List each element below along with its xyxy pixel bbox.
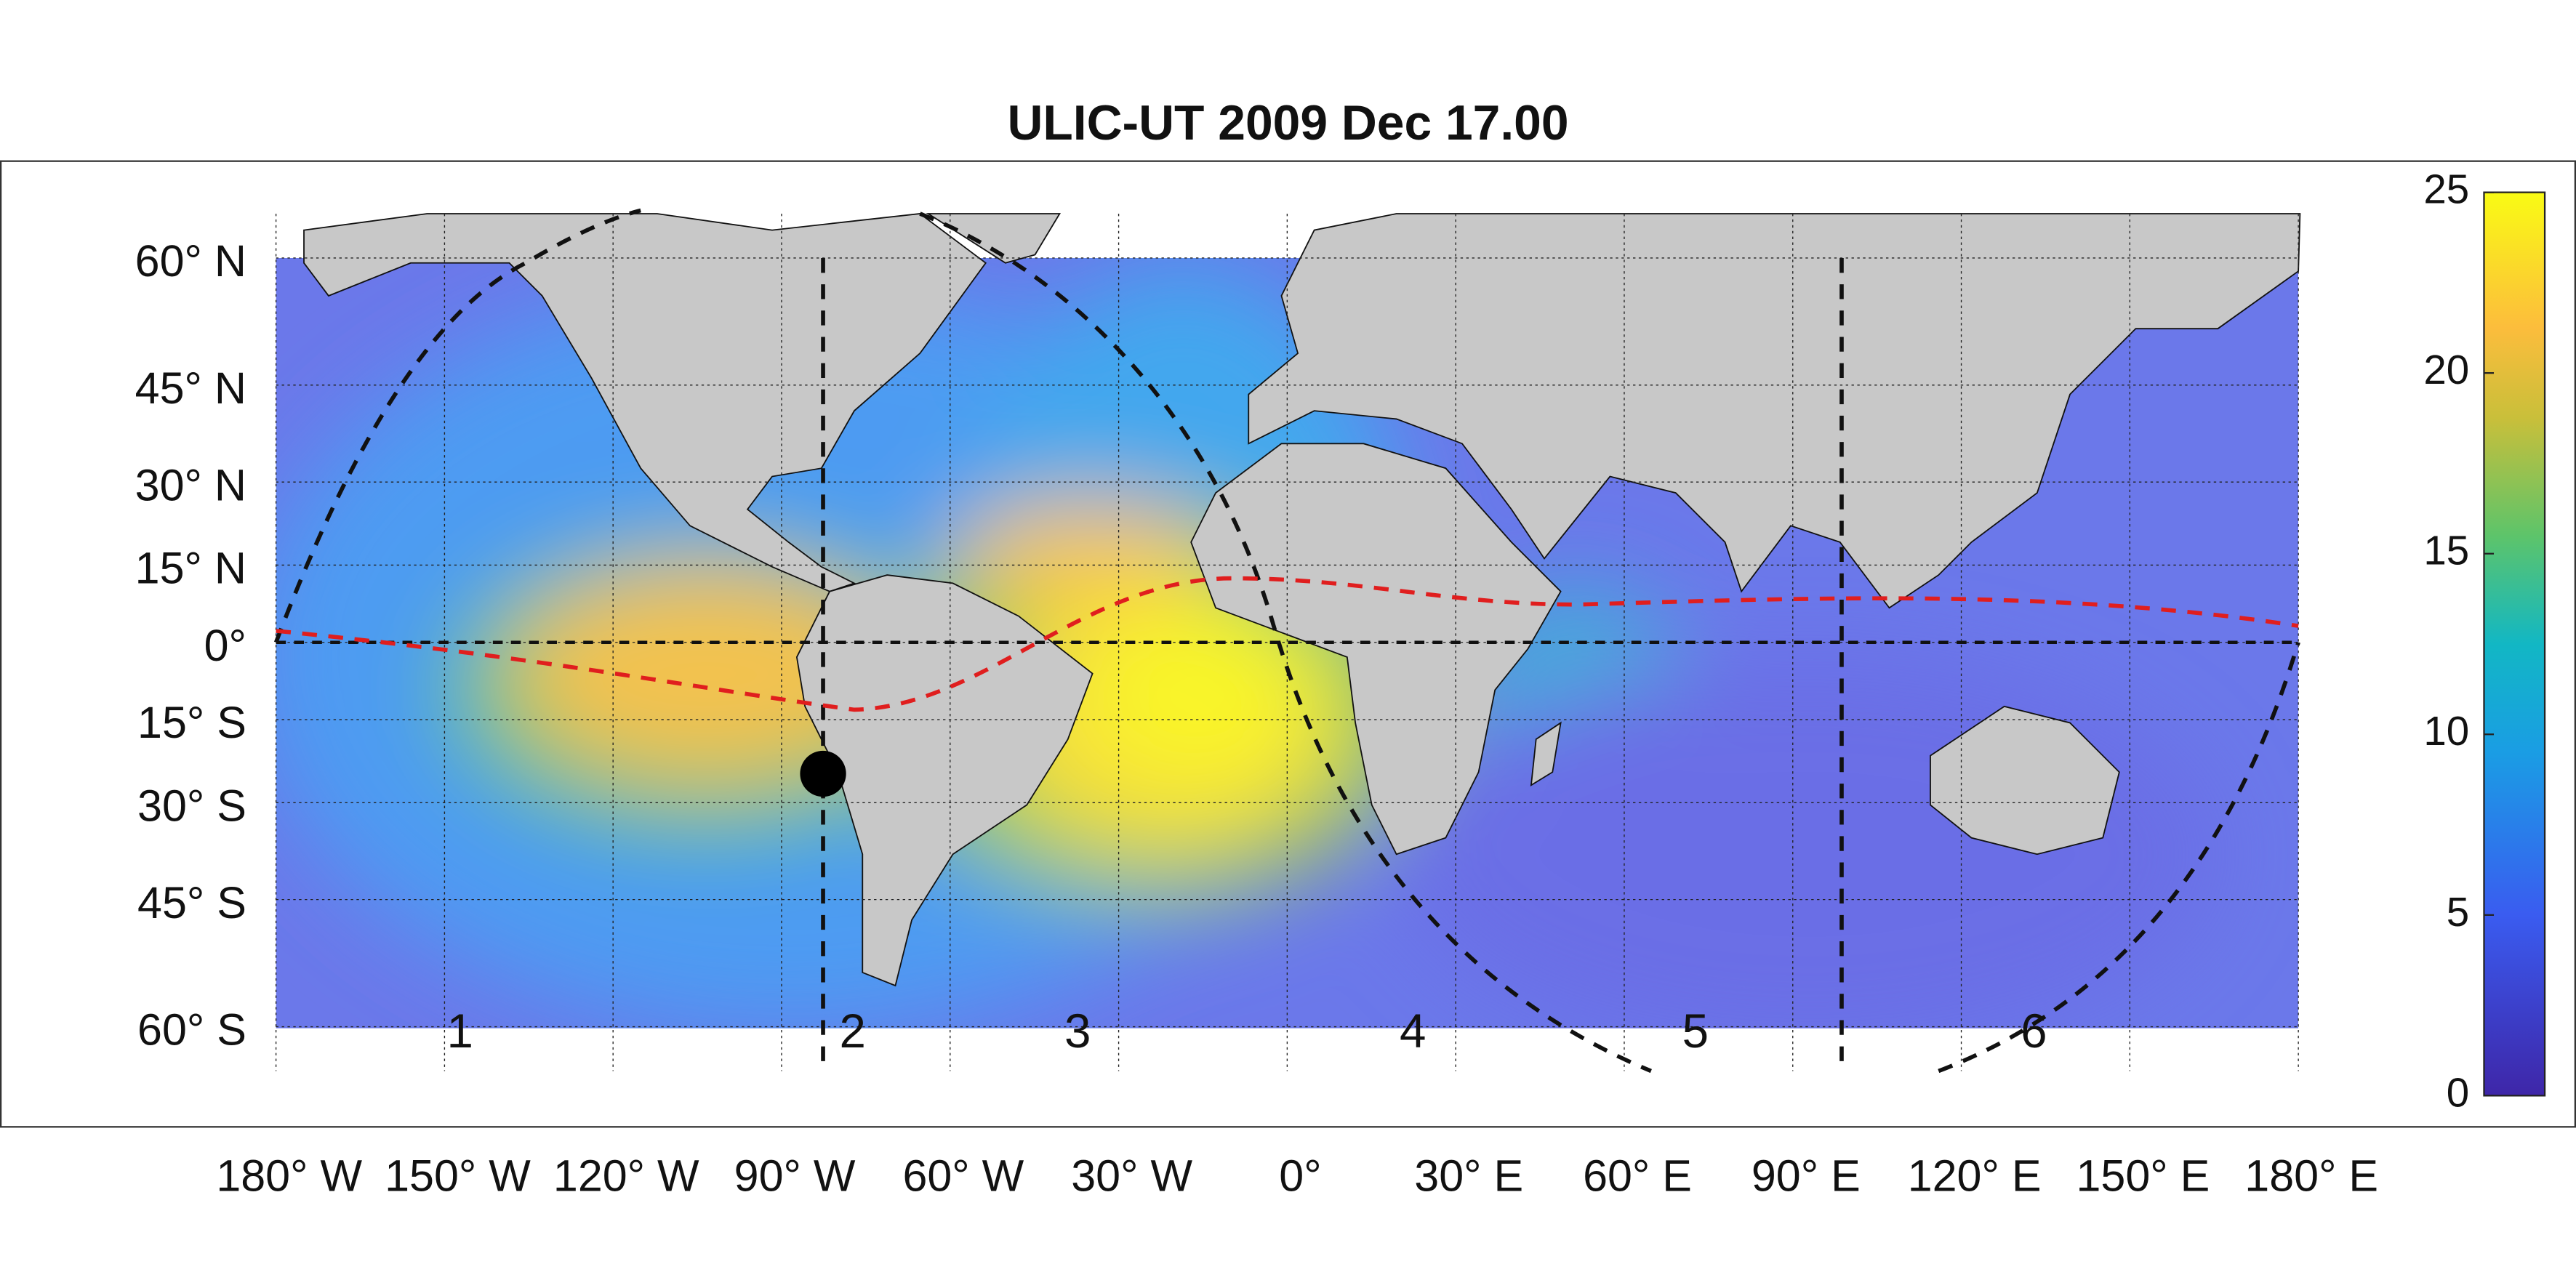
land — [303, 213, 2301, 987]
colorbar-tick-label: 0 — [2447, 1069, 2469, 1115]
region-label: 3 — [1064, 1005, 1091, 1058]
longitude-label: 60° W — [902, 1151, 1024, 1201]
longitude-label: 120° W — [553, 1151, 699, 1201]
region-label: 5 — [1682, 1005, 1709, 1058]
overlay-lines — [273, 208, 2300, 1074]
title: ULIC-UT 2009 Dec 17.00 — [1007, 96, 1568, 150]
red-curve — [276, 576, 2299, 712]
longitude-label: 150° W — [385, 1151, 531, 1201]
latitude-label: 30° S — [137, 781, 246, 830]
longitude-label: 0° — [1279, 1151, 1321, 1201]
colorbar-tick-label: 20 — [2423, 347, 2469, 393]
longitude-label: 120° E — [1908, 1151, 2042, 1201]
colorbar — [2483, 191, 2546, 1097]
latitude-label: 60° S — [137, 1005, 246, 1055]
terminator — [919, 212, 1652, 1074]
latitude-label: 30° N — [135, 460, 246, 510]
latitude-label: 45° N — [135, 363, 246, 413]
terminator — [273, 208, 641, 643]
colorbar-tick-label: 10 — [2423, 708, 2469, 754]
region-label: 4 — [1400, 1005, 1426, 1058]
longitude-label: 90° W — [734, 1151, 856, 1201]
region-label: 2 — [839, 1005, 865, 1058]
latitude-label: 15° N — [135, 544, 246, 593]
colorbar-tick-label: 25 — [2423, 166, 2469, 212]
longitude-label: 30° W — [1071, 1151, 1192, 1201]
longitude-label: 180° E — [2244, 1151, 2378, 1201]
latitude-label: 45° S — [137, 878, 246, 927]
labels: 180° W 150° W 120° W 90° W 60° W 30° W 0° 30° E… — [135, 236, 2378, 1201]
longitude-label: 180° W — [216, 1151, 362, 1201]
longitude-label: 150° E — [2077, 1151, 2210, 1201]
axes-box — [0, 160, 2576, 1128]
region-label: 6 — [2021, 1005, 2047, 1058]
colorbar-tick-label: 5 — [2447, 889, 2469, 935]
region-label: 1 — [446, 1005, 473, 1058]
longitude-label: 60° E — [1583, 1151, 1692, 1201]
colorbar-tick-label: 15 — [2423, 528, 2469, 573]
latitude-label: 15° S — [137, 698, 246, 747]
colorbar-ticks: 0 5 10 15 20 25 — [2423, 166, 2495, 1115]
longitude-label: 30° E — [1414, 1151, 1523, 1201]
location-marker — [800, 750, 846, 797]
latitude-label: 60° N — [135, 236, 246, 286]
longitude-label: 90° E — [1752, 1151, 1861, 1201]
terminator — [1938, 641, 2300, 1074]
latitude-label: 0° — [204, 621, 246, 670]
